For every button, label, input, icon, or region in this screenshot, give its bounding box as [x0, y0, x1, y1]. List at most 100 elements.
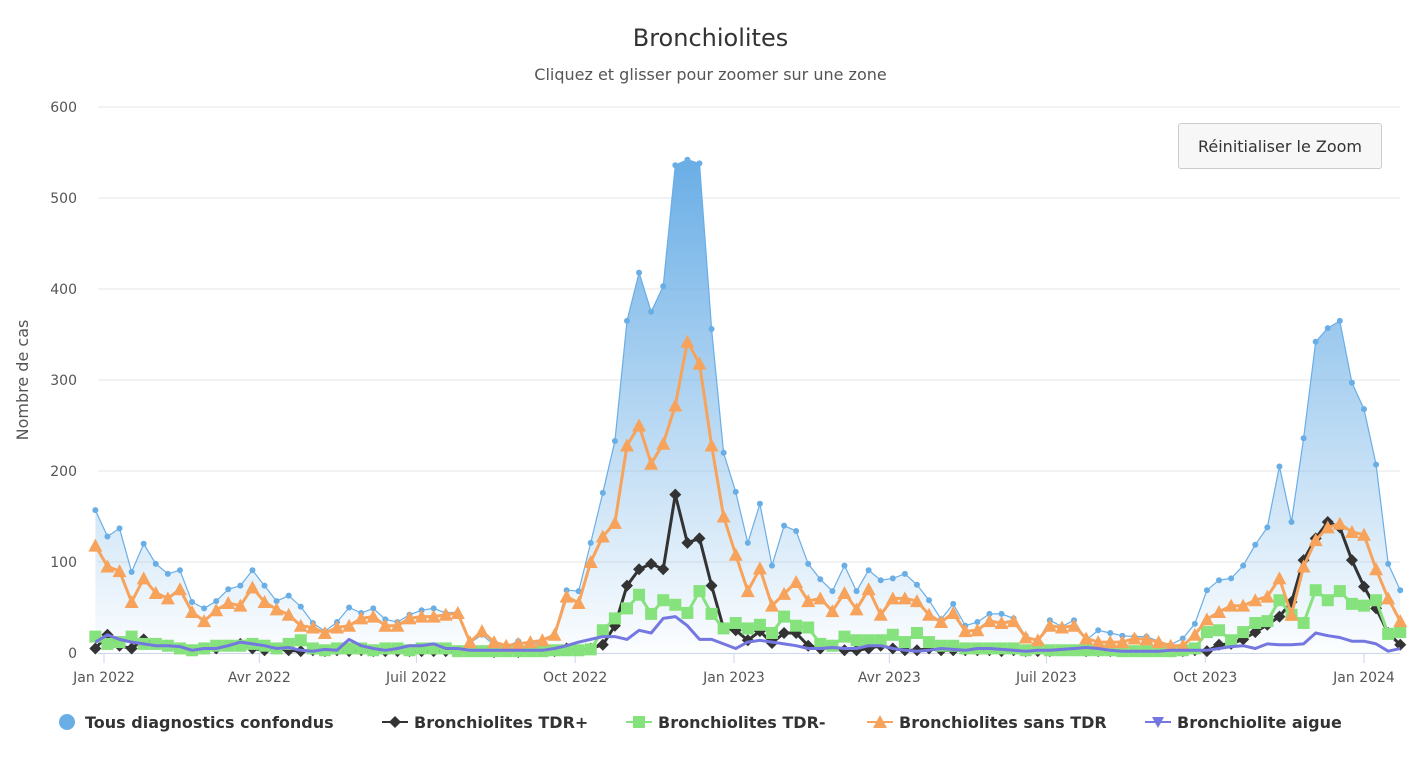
- data-point: [225, 586, 232, 593]
- data-point: [100, 559, 115, 573]
- data-point: [607, 515, 622, 529]
- data-point: [294, 634, 307, 647]
- data-point: [164, 570, 171, 577]
- data-point: [1236, 598, 1251, 612]
- data-point: [535, 633, 550, 647]
- data-point: [756, 500, 763, 507]
- x-tick-label: Avr 2023: [858, 670, 921, 686]
- legend-item-total[interactable]: Tous diagnostics confondus: [57, 712, 334, 732]
- data-point: [1320, 520, 1335, 534]
- x-tick-label: Jan 2023: [702, 670, 765, 686]
- data-point: [1394, 626, 1407, 639]
- data-point: [778, 626, 791, 639]
- data-point: [185, 605, 200, 619]
- data-point: [1300, 435, 1307, 442]
- data-point: [1151, 635, 1166, 649]
- data-point: [426, 609, 441, 623]
- legend-square-icon: [626, 716, 652, 728]
- data-point: [293, 618, 308, 632]
- data-point: [346, 604, 353, 611]
- data-point: [1179, 635, 1186, 642]
- data-point: [633, 588, 646, 601]
- legend-item-aigue[interactable]: Bronchiolite aigue: [1145, 712, 1342, 732]
- data-point: [1308, 533, 1323, 547]
- data-point: [1273, 610, 1286, 623]
- data-point: [209, 603, 224, 617]
- data-point: [740, 584, 755, 598]
- data-point: [572, 644, 585, 657]
- data-point: [249, 567, 256, 574]
- data-point: [1358, 599, 1370, 612]
- data-point: [88, 538, 103, 552]
- series-tous-diagnostics-confondus: [92, 156, 1404, 654]
- data-point: [257, 595, 272, 609]
- data-point: [684, 156, 691, 163]
- data-point: [402, 611, 417, 625]
- data-point: [853, 588, 860, 595]
- legend-item-sans-tdr[interactable]: Bronchiolites sans TDR: [867, 712, 1107, 732]
- legend-label: Bronchiolites sans TDR: [899, 712, 1107, 732]
- data-point: [729, 616, 742, 629]
- data-point: [1212, 605, 1227, 619]
- data-point: [1030, 633, 1045, 647]
- data-point: [970, 623, 985, 637]
- x-tick-label: Jan 2024: [1332, 670, 1395, 686]
- x-tick-label: Oct 2023: [1173, 670, 1237, 686]
- data-point: [873, 607, 888, 621]
- data-point: [1357, 527, 1371, 541]
- x-tick-label: Jan 2022: [72, 670, 135, 686]
- data-point: [874, 634, 887, 647]
- data-point: [611, 437, 618, 444]
- data-point: [708, 326, 715, 333]
- data-point: [176, 567, 183, 574]
- legend-item-tdr-minus[interactable]: Bronchiolites TDR-: [626, 712, 826, 732]
- data-point: [657, 594, 670, 607]
- series-bronchiolites-sans-tdr: [88, 334, 1408, 652]
- data-point: [910, 626, 923, 639]
- data-point: [1381, 591, 1396, 605]
- data-point: [1107, 629, 1114, 636]
- data-point: [1393, 614, 1408, 628]
- data-point: [1249, 616, 1262, 629]
- data-point: [841, 562, 848, 569]
- data-point: [1272, 571, 1287, 585]
- reset-zoom-button[interactable]: Réinitialiser le Zoom: [1178, 123, 1382, 169]
- data-point: [451, 645, 464, 658]
- data-point: [620, 579, 633, 592]
- data-point: [901, 570, 908, 577]
- data-point: [475, 624, 489, 638]
- data-point: [1248, 593, 1263, 607]
- data-point: [645, 607, 658, 620]
- data-point: [1385, 560, 1392, 567]
- data-point: [672, 162, 679, 169]
- data-point: [619, 438, 634, 452]
- data-point: [1139, 632, 1154, 646]
- data-point: [1054, 620, 1069, 634]
- data-point: [716, 509, 731, 523]
- data-point: [1095, 627, 1102, 634]
- data-point: [1312, 338, 1319, 345]
- data-point: [378, 618, 393, 632]
- data-point: [693, 532, 706, 545]
- data-point: [1188, 642, 1201, 655]
- data-point: [343, 642, 356, 655]
- data-point: [430, 605, 437, 612]
- data-point: [160, 591, 175, 605]
- series-area: [95, 159, 1401, 654]
- data-point: [1228, 575, 1235, 582]
- data-point: [1333, 585, 1346, 598]
- data-point: [245, 580, 260, 594]
- legend-item-tdr-plus[interactable]: Bronchiolites TDR+: [382, 712, 588, 732]
- data-point: [1284, 607, 1299, 621]
- data-point: [633, 563, 646, 576]
- series-bronchiolite-aigue: [94, 615, 1401, 653]
- data-point: [354, 611, 369, 625]
- y-tick-label: 300: [50, 373, 77, 389]
- y-tick-label: 500: [50, 191, 77, 207]
- data-point: [89, 642, 102, 655]
- data-point: [802, 621, 815, 634]
- data-point: [587, 539, 594, 546]
- chart-canvas[interactable]: 0 100 200 300 400 500 600 Jan 2022 Avr 2022 Juil…: [0, 0, 1421, 700]
- data-point: [705, 607, 718, 620]
- data-point: [213, 598, 220, 605]
